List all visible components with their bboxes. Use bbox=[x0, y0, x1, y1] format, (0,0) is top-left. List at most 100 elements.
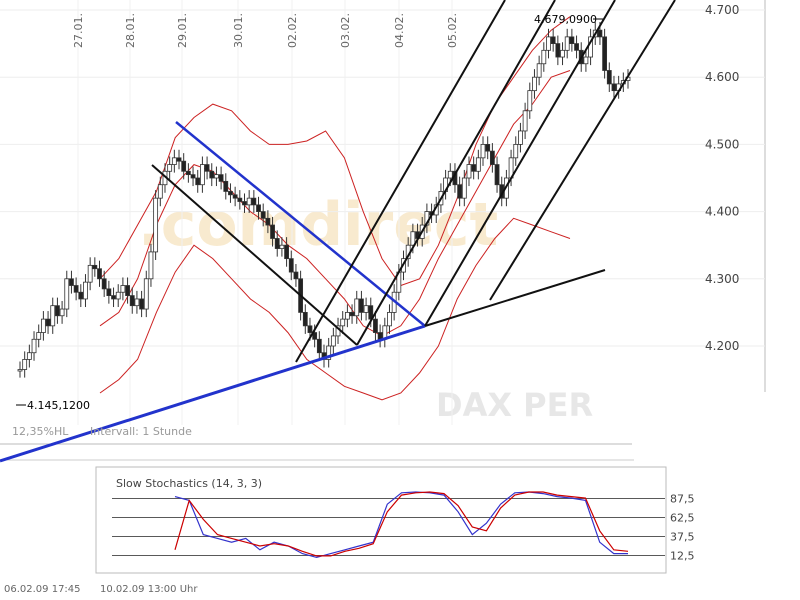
candle-body bbox=[22, 359, 28, 370]
candle-body bbox=[344, 311, 350, 320]
candle-body bbox=[606, 70, 612, 85]
band-lower bbox=[99, 217, 571, 401]
candle-body bbox=[569, 36, 575, 45]
candle-body bbox=[17, 369, 23, 372]
candle-body bbox=[536, 63, 542, 78]
candle-body bbox=[354, 298, 360, 317]
stochastic-level-label: 62,5 bbox=[670, 512, 695, 525]
candle-body bbox=[349, 311, 355, 317]
candle-body bbox=[209, 170, 215, 179]
candle-body bbox=[101, 278, 107, 290]
stochastic-title: Slow Stochastics (14, 3, 3) bbox=[116, 477, 262, 490]
candle-body bbox=[583, 56, 589, 65]
candle-body bbox=[532, 76, 537, 92]
up-channel-line-4 bbox=[489, 0, 676, 301]
candle-body bbox=[611, 83, 617, 92]
candle-body bbox=[560, 49, 565, 58]
candle-body bbox=[55, 305, 60, 317]
candle-body bbox=[69, 278, 74, 286]
y-tick-label: 4.600 bbox=[705, 70, 739, 84]
candle-body bbox=[139, 298, 145, 310]
candle-body bbox=[480, 143, 486, 159]
candle-body bbox=[134, 298, 140, 307]
candle-body bbox=[167, 164, 173, 172]
candle-body bbox=[597, 29, 603, 38]
candle-body bbox=[466, 164, 472, 179]
blue-support-line bbox=[0, 324, 426, 463]
candle-body bbox=[410, 231, 416, 246]
candle-body bbox=[602, 36, 608, 71]
candle-body bbox=[45, 318, 51, 327]
candle-body bbox=[153, 197, 159, 253]
candle-body bbox=[279, 244, 285, 249]
y-tick-label: 4.700 bbox=[705, 3, 739, 17]
candle-body bbox=[555, 43, 561, 58]
candle-body bbox=[293, 271, 299, 280]
candle-body bbox=[326, 345, 332, 360]
candle-body bbox=[115, 291, 121, 300]
candle-body bbox=[237, 197, 243, 202]
candle-body bbox=[190, 174, 196, 179]
stochastic-lines bbox=[174, 491, 629, 559]
candle-body bbox=[111, 295, 116, 300]
watermark-index: DAX PER bbox=[436, 386, 593, 424]
candle-body bbox=[564, 36, 570, 51]
up-channel-line-2 bbox=[356, 0, 556, 346]
up-channel-line-3 bbox=[424, 0, 616, 327]
candle-body bbox=[73, 285, 79, 293]
candle-body bbox=[256, 204, 261, 213]
candle-body bbox=[78, 291, 84, 300]
candle-body bbox=[83, 281, 88, 300]
candle-body bbox=[40, 318, 46, 333]
candle-body bbox=[171, 157, 177, 165]
candle-body bbox=[181, 160, 187, 172]
candle-body bbox=[204, 164, 210, 172]
candle-body bbox=[36, 332, 42, 340]
candle-body bbox=[489, 150, 495, 165]
candle-body bbox=[92, 264, 98, 270]
up-channel-line-1 bbox=[295, 0, 506, 363]
y-tick-label: 4.400 bbox=[705, 205, 739, 219]
candle-body bbox=[157, 184, 163, 199]
candle-body bbox=[176, 157, 182, 162]
candle-body bbox=[87, 264, 93, 283]
x-tick-label: 02.02. bbox=[286, 13, 299, 48]
candle-body bbox=[541, 49, 547, 65]
candles bbox=[17, 22, 631, 378]
candle-body bbox=[457, 184, 463, 199]
candle-body bbox=[50, 305, 56, 327]
candle-body bbox=[185, 170, 191, 176]
interval-label: Intervall: 1 Stunde bbox=[90, 425, 192, 438]
candle-body bbox=[284, 244, 289, 260]
x-tick-label: 05.02. bbox=[446, 13, 459, 48]
candle-body bbox=[129, 295, 135, 307]
candle-body bbox=[59, 308, 65, 317]
low-annotation: 4.145,1200 bbox=[27, 399, 90, 412]
candle-body bbox=[97, 268, 102, 280]
x-tick-label: 27.01. bbox=[72, 13, 85, 48]
candle-body bbox=[494, 164, 500, 186]
candle-body bbox=[270, 224, 275, 239]
candle-body bbox=[461, 177, 467, 199]
x-tick-label: 04.02. bbox=[393, 13, 406, 48]
candle-body bbox=[26, 352, 32, 360]
candle-body bbox=[340, 318, 346, 327]
blue-resistance-line bbox=[175, 121, 426, 327]
candle-body bbox=[143, 278, 149, 310]
candle-body bbox=[274, 238, 280, 249]
candle-body bbox=[195, 177, 201, 186]
candle-body bbox=[316, 338, 322, 354]
footer-left: 06.02.09 17:45 bbox=[4, 584, 81, 595]
candle-body bbox=[373, 318, 378, 333]
candle-body bbox=[251, 197, 257, 206]
candle-body bbox=[228, 191, 233, 196]
stochastic-panel-frame bbox=[95, 466, 667, 574]
status-left: 12,35%HL bbox=[12, 425, 69, 438]
candle-body bbox=[447, 170, 453, 179]
candle-body bbox=[199, 164, 205, 186]
stochastic-level-label: 12,5 bbox=[670, 550, 695, 563]
candle-body bbox=[246, 197, 252, 206]
candle-body bbox=[330, 335, 336, 347]
